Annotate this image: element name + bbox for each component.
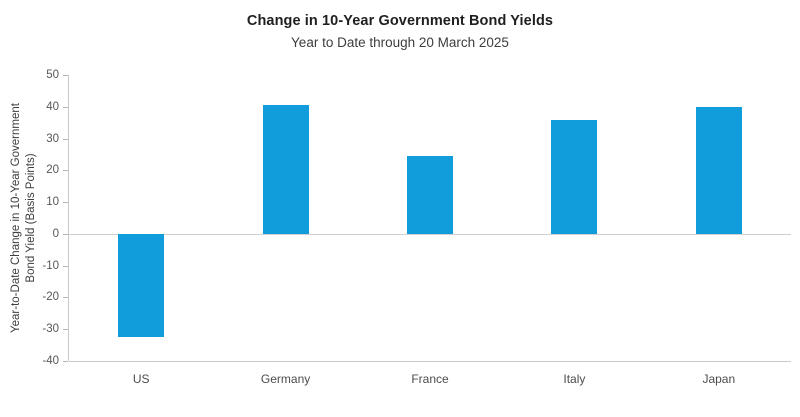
- y-tick-mark: [63, 297, 68, 299]
- x-tick-label-france: France: [411, 372, 449, 386]
- y-tick-label: 40: [46, 100, 59, 113]
- y-tick-label: -10: [42, 259, 59, 272]
- y-tick-label: -40: [42, 355, 59, 367]
- y-axis-line: [68, 75, 69, 361]
- bar-italy: [551, 119, 598, 234]
- x-tick-label-italy: Italy: [563, 372, 586, 386]
- y-tick-label: 10: [46, 196, 59, 209]
- plot-area: 50 40 30 20 10 0 -10 -20 -30 -40 US Germany France I…: [42, 69, 791, 386]
- y-tick-label: 50: [46, 69, 59, 81]
- y-tick-label: 0: [52, 227, 59, 240]
- y-tick-mark: [63, 202, 68, 204]
- bar-germany: [262, 105, 309, 234]
- y-tick-label: 30: [46, 132, 59, 145]
- y-tick-mark: [63, 233, 68, 235]
- bar-france: [407, 156, 453, 234]
- y-tick-mark: [63, 265, 68, 267]
- y-tick-label: 20: [46, 164, 59, 177]
- chart-title: Change in 10-Year Government Bond Yields: [246, 13, 554, 29]
- y-tick-label: -30: [42, 323, 59, 336]
- x-tick-label-germany: Germany: [260, 372, 311, 386]
- y-tick-mark: [63, 138, 68, 140]
- bar-japan: [695, 106, 742, 234]
- y-axis-title-line1: Year-to-Date Change in 10-Year Governmen…: [10, 103, 22, 333]
- chart-subtitle: Year to Date through 20 March 2025: [291, 35, 509, 50]
- bar-us: [118, 233, 165, 338]
- x-tick-label-japan: Japan: [702, 372, 736, 386]
- y-tick-mark: [63, 75, 68, 76]
- y-tick-mark: [63, 170, 68, 172]
- x-axis-line: [69, 361, 791, 362]
- y-tick-mark: [63, 106, 68, 108]
- zero-gridline: [69, 233, 791, 235]
- x-tick-label-us: US: [132, 372, 150, 386]
- y-tick-label: -20: [42, 291, 59, 304]
- y-tick-mark: [63, 329, 68, 331]
- y-tick-mark: [63, 361, 68, 362]
